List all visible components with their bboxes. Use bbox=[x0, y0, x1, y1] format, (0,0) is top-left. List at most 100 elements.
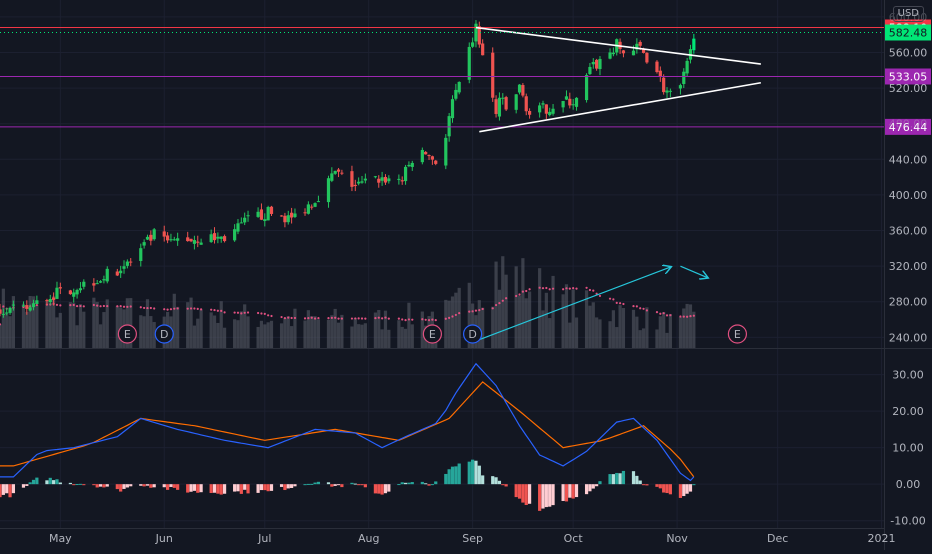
macd-hist-bar bbox=[598, 481, 602, 485]
macd-hist-bar bbox=[25, 484, 29, 486]
volume-ma-dot bbox=[639, 307, 642, 310]
macd-hist-bar bbox=[98, 484, 103, 487]
candle-body bbox=[668, 90, 672, 92]
volume-ma-dot bbox=[176, 307, 179, 310]
candle-body bbox=[11, 304, 16, 306]
candle-body bbox=[474, 23, 478, 42]
macd-hist-bar bbox=[209, 484, 213, 494]
candle bbox=[149, 230, 153, 246]
macd-hist-bar bbox=[269, 484, 274, 491]
volume-ma-dot bbox=[233, 311, 236, 314]
volume-bar bbox=[598, 319, 602, 348]
macd-hist-bar bbox=[176, 484, 180, 490]
candle-body bbox=[444, 137, 448, 166]
macd-hist-bar bbox=[678, 484, 683, 498]
volume-ma-dot bbox=[166, 308, 169, 311]
macd-hist-bar bbox=[357, 484, 361, 486]
macd-hist-bar bbox=[595, 484, 599, 487]
candle-body bbox=[611, 52, 615, 55]
macd-hist-bar bbox=[243, 484, 247, 490]
volume-bar bbox=[52, 296, 56, 348]
volume-ma-dots bbox=[0, 286, 695, 326]
event-marker-earnings[interactable]: E bbox=[422, 324, 442, 344]
volume-bar bbox=[293, 308, 297, 348]
candle bbox=[424, 151, 428, 155]
macd-hist-bar bbox=[5, 484, 9, 494]
event-marker-dividend[interactable]: D bbox=[154, 324, 174, 344]
volume-bar bbox=[645, 307, 649, 348]
price-tick-label: 360.00 bbox=[889, 225, 928, 238]
candle-body bbox=[283, 215, 287, 223]
volume-ma-dot bbox=[521, 290, 524, 293]
candle-body bbox=[568, 98, 572, 106]
candle bbox=[1, 308, 5, 318]
candle-body bbox=[548, 111, 552, 116]
candle-body bbox=[72, 292, 76, 297]
volume-ma-dot bbox=[592, 289, 595, 292]
volume-bar bbox=[410, 324, 414, 348]
candle bbox=[290, 207, 294, 224]
volume-ma-dot bbox=[129, 305, 132, 308]
macd-hist-bar bbox=[219, 484, 223, 495]
candle bbox=[186, 231, 190, 242]
volume-ma-dot bbox=[686, 315, 689, 318]
candle-body bbox=[682, 71, 686, 84]
event-label: E bbox=[124, 328, 131, 341]
volume-ma-dot bbox=[0, 323, 2, 326]
volume-bar bbox=[688, 304, 693, 348]
volume-ma-dot bbox=[210, 308, 213, 311]
volume-bar bbox=[527, 291, 532, 348]
candle-body bbox=[645, 52, 649, 63]
volume-ma-dot bbox=[474, 309, 478, 312]
macd-hist-bar bbox=[75, 484, 79, 486]
volume-ma-dot bbox=[562, 288, 565, 291]
volume-ma-dot bbox=[220, 309, 223, 312]
volume-ma-dot bbox=[608, 297, 612, 300]
volume-ma-dot bbox=[283, 316, 287, 320]
macd-hist-bar bbox=[162, 484, 166, 488]
level-tag bbox=[885, 118, 931, 135]
volume-bar bbox=[313, 316, 317, 348]
volume-ma-dot bbox=[387, 317, 390, 320]
candle-body bbox=[48, 298, 52, 303]
volume-bar bbox=[541, 310, 545, 348]
candle bbox=[313, 202, 317, 208]
volume-ma-dot bbox=[374, 317, 377, 320]
volume-bar bbox=[306, 310, 310, 348]
event-marker-earnings[interactable]: E bbox=[117, 324, 137, 344]
volume-bar bbox=[149, 316, 153, 348]
candle-body bbox=[92, 283, 96, 286]
volume-ma-dot bbox=[163, 308, 166, 311]
volume-bar bbox=[373, 312, 378, 348]
volume-bar bbox=[31, 296, 36, 348]
macd-hist-bar bbox=[377, 484, 381, 494]
volume-ma-dot bbox=[568, 287, 571, 290]
macd-hist-bar bbox=[665, 484, 669, 494]
volume-bar bbox=[145, 299, 150, 348]
volume-bar bbox=[279, 323, 284, 348]
candle bbox=[658, 66, 662, 82]
macd-hist-bar bbox=[222, 484, 227, 494]
event-marker-dividend[interactable]: D bbox=[463, 324, 483, 344]
currency-label[interactable]: USD bbox=[892, 6, 924, 22]
volume-bar bbox=[8, 316, 12, 348]
candle-body bbox=[306, 204, 310, 214]
candle bbox=[172, 236, 176, 241]
candle bbox=[434, 159, 438, 166]
macd-hist-bar bbox=[58, 482, 62, 485]
macd-hist-bar bbox=[564, 484, 569, 502]
event-marker-earnings[interactable]: E bbox=[727, 324, 748, 344]
candle bbox=[541, 100, 545, 109]
candle bbox=[474, 20, 478, 48]
volume-ma-dot bbox=[69, 304, 72, 307]
volume-ma-dot bbox=[169, 308, 173, 311]
macd-hist-bar bbox=[68, 482, 72, 485]
macd-hist-bar bbox=[517, 484, 522, 499]
volume-bar bbox=[243, 304, 247, 348]
candle-body bbox=[360, 181, 364, 183]
macd-hist-bar bbox=[246, 484, 250, 494]
volume-ma-dot bbox=[246, 311, 250, 314]
macd-hist-bar bbox=[212, 484, 217, 493]
